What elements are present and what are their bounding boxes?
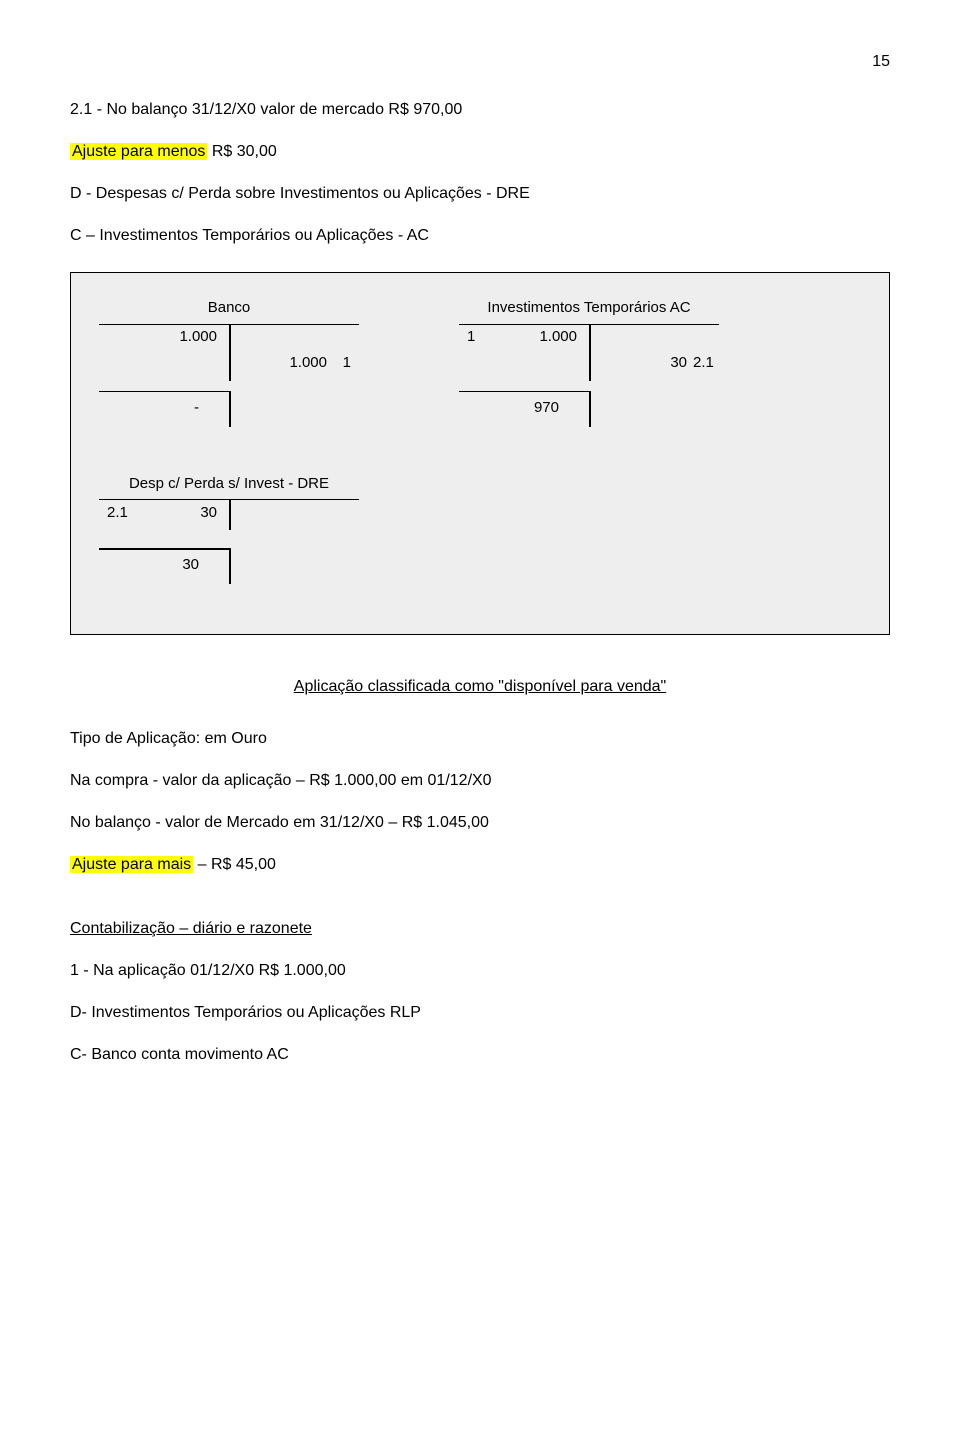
body-ajuste-rest: – R$ 45,00 (193, 856, 276, 873)
invtemp-debit1-val: 1.000 (491, 326, 577, 349)
body-tipo: Tipo de Aplicação: em Ouro (70, 727, 890, 751)
taccount-banco-title: Banco (99, 297, 359, 325)
desp-debit1-val: 30 (131, 502, 217, 525)
banco-total: - (99, 397, 229, 420)
taccount-invtemp-title: Investimentos Temporários AC (459, 297, 719, 325)
intro-line4: C – Investimentos Temporários ou Aplicaç… (70, 224, 890, 248)
invtemp-credit2-val: 30 (601, 352, 687, 375)
highlight-ajuste-mais: Ajuste para mais (70, 856, 193, 873)
taccount-invtemp: Investimentos Temporários AC 11.000 302.… (459, 297, 719, 423)
contab-title: Contabilização – diário e razonete (70, 917, 890, 941)
intro-line2-rest: R$ 30,00 (207, 143, 276, 160)
invtemp-debit1-ref: 1 (467, 326, 491, 349)
taccount-banco: Banco 1.000 1.0001 - (99, 297, 359, 423)
taccount-desp-title: Desp c/ Perda s/ Invest - DRE (99, 473, 359, 501)
intro-line2: Ajuste para menos R$ 30,00 (70, 140, 890, 164)
intro-line3: D - Despesas c/ Perda sobre Investimento… (70, 182, 890, 206)
page-number: 15 (70, 50, 890, 74)
desp-total: 30 (99, 554, 229, 577)
taccount-row-2: Desp c/ Perda s/ Invest - DRE 2.130 30 (99, 473, 861, 581)
intro-line1: 2.1 - No balanço 31/12/X0 valor de merca… (70, 98, 890, 122)
contab-l3: C- Banco conta movimento AC (70, 1043, 890, 1067)
contab-l2: D- Investimentos Temporários ou Aplicaçõ… (70, 1001, 890, 1025)
highlight-ajuste-menos: Ajuste para menos (70, 143, 207, 160)
invtemp-credit2-ref: 2.1 (687, 352, 711, 375)
body-ajuste: Ajuste para mais – R$ 45,00 (70, 853, 890, 877)
taccount-row-1: Banco 1.000 1.0001 - Investimentos Tempo… (99, 297, 861, 423)
invtemp-total: 970 (459, 397, 589, 420)
taccount-desp: Desp c/ Perda s/ Invest - DRE 2.130 30 (99, 473, 359, 581)
banco-debit1: 1.000 (131, 326, 217, 349)
taccounts-container: Banco 1.000 1.0001 - Investimentos Tempo… (70, 272, 890, 635)
section-title: Aplicação classificada como "disponível … (70, 675, 890, 699)
desp-debit1-ref: 2.1 (107, 502, 131, 525)
body-compra: Na compra - valor da aplicação – R$ 1.00… (70, 769, 890, 793)
body-balanco: No balanço - valor de Mercado em 31/12/X… (70, 811, 890, 835)
banco-credit1-val: 1.000 (241, 352, 327, 375)
contab-l1: 1 - Na aplicação 01/12/X0 R$ 1.000,00 (70, 959, 890, 983)
banco-credit1-ref: 1 (327, 352, 351, 375)
